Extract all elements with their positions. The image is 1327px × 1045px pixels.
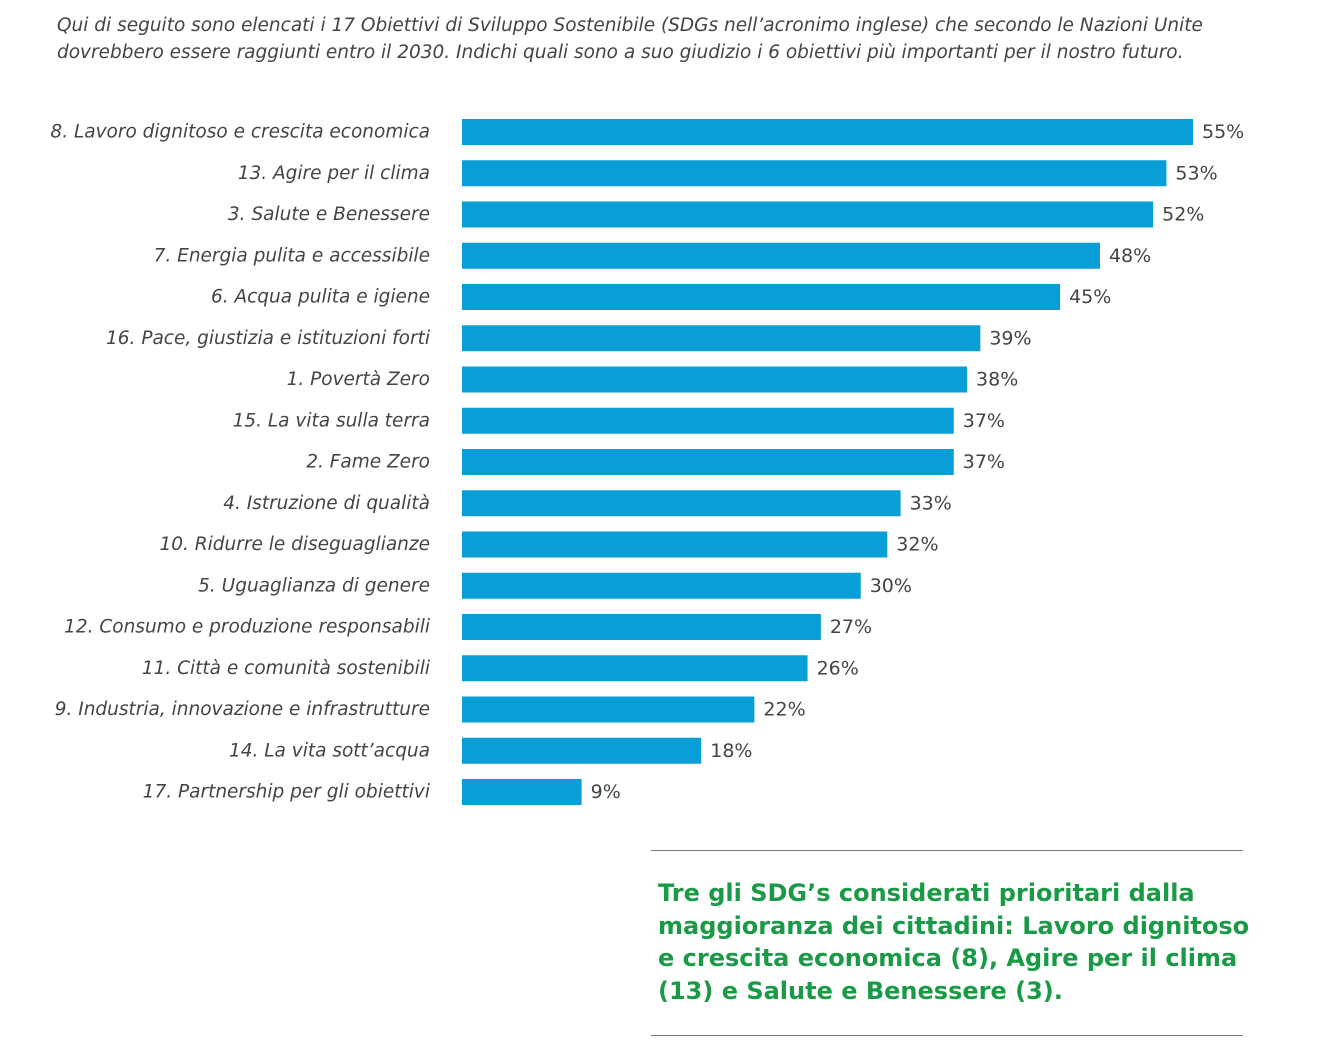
- value-label: 52%: [1162, 204, 1204, 226]
- category-label: 14. La vita sott’acqua: [229, 740, 430, 761]
- bar: [462, 779, 582, 805]
- value-label: 37%: [963, 451, 1005, 473]
- value-label: 38%: [976, 369, 1018, 391]
- bar: [462, 655, 808, 682]
- category-label: 8. Lavoro dignitoso e crescita economica: [50, 122, 430, 143]
- value-label: 48%: [1109, 245, 1151, 267]
- value-label: 18%: [710, 740, 752, 762]
- value-label: 45%: [1069, 286, 1111, 308]
- value-label: 37%: [963, 410, 1005, 432]
- value-label: 27%: [830, 616, 872, 638]
- category-label: 6. Acqua pulita e igiene: [211, 287, 430, 308]
- value-label: 39%: [989, 327, 1031, 349]
- category-label: 12. Consumo e produzione responsabili: [64, 617, 431, 638]
- bar: [462, 407, 954, 434]
- value-label: 33%: [910, 492, 952, 514]
- takeaway-text: Tre gli SDG’s considerati prioritari dal…: [658, 879, 1250, 1005]
- bar: [462, 201, 1154, 228]
- category-label: 17. Partnership per gli obiettivi: [143, 782, 431, 803]
- bar: [462, 696, 755, 723]
- bar: [462, 160, 1167, 187]
- category-label: 9. Industria, innovazione e infrastruttu…: [55, 699, 430, 720]
- category-label: 5. Uguaglianza di genere: [198, 575, 430, 596]
- category-label: 13. Agire per il clima: [238, 163, 430, 184]
- category-label: 2. Fame Zero: [306, 452, 430, 473]
- value-label: 53%: [1175, 162, 1217, 184]
- value-label: 22%: [763, 699, 805, 721]
- bar: [462, 366, 968, 393]
- category-label: 3. Salute e Benessere: [228, 204, 430, 225]
- bar: [462, 242, 1100, 269]
- value-label: 9%: [591, 781, 621, 803]
- bar: [462, 531, 888, 558]
- value-label: 32%: [896, 534, 938, 556]
- category-label: 16. Pace, giustizia e istituzioni forti: [106, 328, 431, 349]
- category-label: 11. Città e comunità sostenibili: [142, 658, 431, 679]
- category-label: 15. La vita sulla terra: [233, 410, 430, 431]
- category-label: 7. Energia pulita e accessibile: [154, 245, 430, 266]
- value-label: 26%: [817, 657, 859, 679]
- sdg-bar-chart: 8. Lavoro dignitoso e crescita economica…: [50, 119, 1244, 805]
- bar: [462, 572, 861, 599]
- bar: [462, 325, 981, 352]
- takeaway-top-divider: [651, 850, 1243, 851]
- value-label: 55%: [1202, 121, 1244, 143]
- category-label: 10. Ridurre le diseguaglianze: [159, 534, 430, 555]
- takeaway-bottom-divider: [651, 1035, 1243, 1036]
- category-label: 4. Istruzione di qualità: [223, 493, 430, 514]
- value-label: 30%: [870, 575, 912, 597]
- category-label: 1. Povertà Zero: [287, 369, 430, 390]
- bar: [462, 614, 821, 640]
- bar: [462, 284, 1061, 310]
- bar: [462, 119, 1193, 145]
- bar: [462, 490, 901, 517]
- bar: [462, 449, 954, 475]
- bar: [462, 737, 702, 764]
- survey-question: Qui di seguito sono elencati i 17 Obiett…: [57, 15, 1203, 63]
